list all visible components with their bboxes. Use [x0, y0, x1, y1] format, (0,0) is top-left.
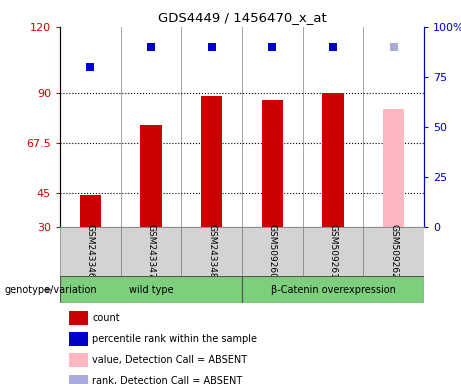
Bar [363, 227, 424, 276]
Text: genotype/variation: genotype/variation [5, 285, 97, 295]
Point [87, 64, 94, 70]
Bar [201, 96, 222, 227]
Point [269, 44, 276, 50]
Bar [322, 93, 344, 227]
Bar [121, 227, 181, 276]
Bar [60, 276, 242, 303]
Text: GSM243346: GSM243346 [86, 224, 95, 279]
Bar [242, 276, 424, 303]
Bar [383, 109, 404, 227]
Text: GSM243348: GSM243348 [207, 224, 216, 279]
Text: rank, Detection Call = ABSENT: rank, Detection Call = ABSENT [92, 376, 242, 384]
Point [390, 44, 397, 50]
Text: GSM509260: GSM509260 [268, 224, 277, 279]
Text: count: count [92, 313, 120, 323]
Title: GDS4449 / 1456470_x_at: GDS4449 / 1456470_x_at [158, 11, 326, 24]
Text: β-Catenin overexpression: β-Catenin overexpression [271, 285, 396, 295]
Bar [242, 227, 303, 276]
Text: GSM243347: GSM243347 [147, 224, 155, 279]
Text: value, Detection Call = ABSENT: value, Detection Call = ABSENT [92, 355, 247, 365]
Bar [140, 124, 162, 227]
Text: GSM509261: GSM509261 [329, 224, 337, 279]
Bar [303, 227, 363, 276]
Bar [181, 227, 242, 276]
Point [208, 44, 215, 50]
Point [329, 44, 337, 50]
Text: GSM509262: GSM509262 [389, 224, 398, 279]
Text: percentile rank within the sample: percentile rank within the sample [92, 334, 257, 344]
Bar [60, 227, 121, 276]
Bar [80, 195, 101, 227]
Point [148, 44, 155, 50]
Text: wild type: wild type [129, 285, 173, 295]
Bar [262, 100, 283, 227]
